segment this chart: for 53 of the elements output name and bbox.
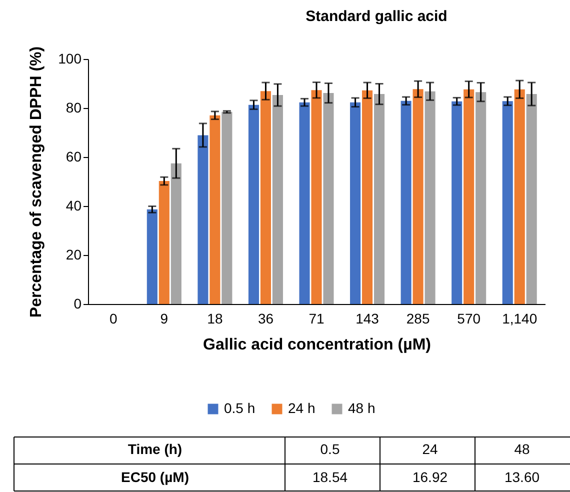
legend-label: 48 h: [348, 400, 376, 416]
bar: [464, 89, 474, 304]
y-tick-label: 100: [58, 50, 82, 66]
bar: [170, 163, 182, 304]
x-tick-label: 570: [457, 310, 481, 326]
bar: [412, 89, 424, 304]
bar: [452, 101, 462, 304]
bar: [362, 90, 373, 304]
bar: [146, 209, 158, 304]
x-tick-label: 36: [258, 310, 274, 326]
bar: [198, 135, 208, 304]
bar: [400, 100, 412, 304]
text: 13.60: [504, 469, 540, 485]
text: 48: [514, 441, 530, 457]
x-tick-label: 0: [109, 310, 118, 326]
text: 0.5: [320, 441, 340, 457]
bar: [299, 102, 310, 304]
y-tick-label: 40: [66, 198, 82, 214]
bar: [158, 181, 170, 304]
bar: [514, 89, 525, 304]
y-tick-label: 80: [66, 100, 82, 116]
bar: [272, 95, 283, 304]
bar: [526, 94, 537, 304]
bar: [260, 91, 271, 304]
text: 24: [422, 441, 438, 457]
bar: [374, 94, 385, 304]
y-tick-label: 20: [66, 246, 82, 262]
text: 16.92: [412, 469, 448, 485]
legend-label: 0.5 h: [224, 400, 256, 416]
x-tick-label: 9: [160, 310, 168, 326]
legend-label: 24 h: [288, 400, 316, 416]
y-tick-label: 0: [74, 296, 82, 312]
y-tick-label: 60: [66, 148, 82, 164]
chart-title: Standard gallic acid: [306, 8, 448, 25]
bar: [222, 112, 232, 304]
bar: [350, 102, 361, 304]
bar: [248, 104, 260, 304]
bar: [323, 93, 334, 304]
text: Time (h): [128, 441, 182, 457]
x-axis-title: Gallic acid concentration (µM): [203, 336, 431, 354]
bar: [311, 90, 322, 304]
x-tick-label: 143: [356, 310, 380, 326]
x-tick-label: 18: [207, 310, 223, 326]
text: EC50 (µM): [121, 469, 189, 485]
bar: [424, 91, 436, 304]
x-tick-label: 71: [308, 310, 324, 326]
x-tick-label: 1,140: [502, 310, 538, 326]
x-tick-label: 285: [406, 310, 430, 326]
text: 18.54: [312, 469, 348, 485]
y-axis-title: Percentage of scavenged DPPH (%): [28, 46, 46, 318]
bar: [502, 101, 513, 304]
bar: [210, 115, 220, 304]
bar: [476, 92, 486, 304]
